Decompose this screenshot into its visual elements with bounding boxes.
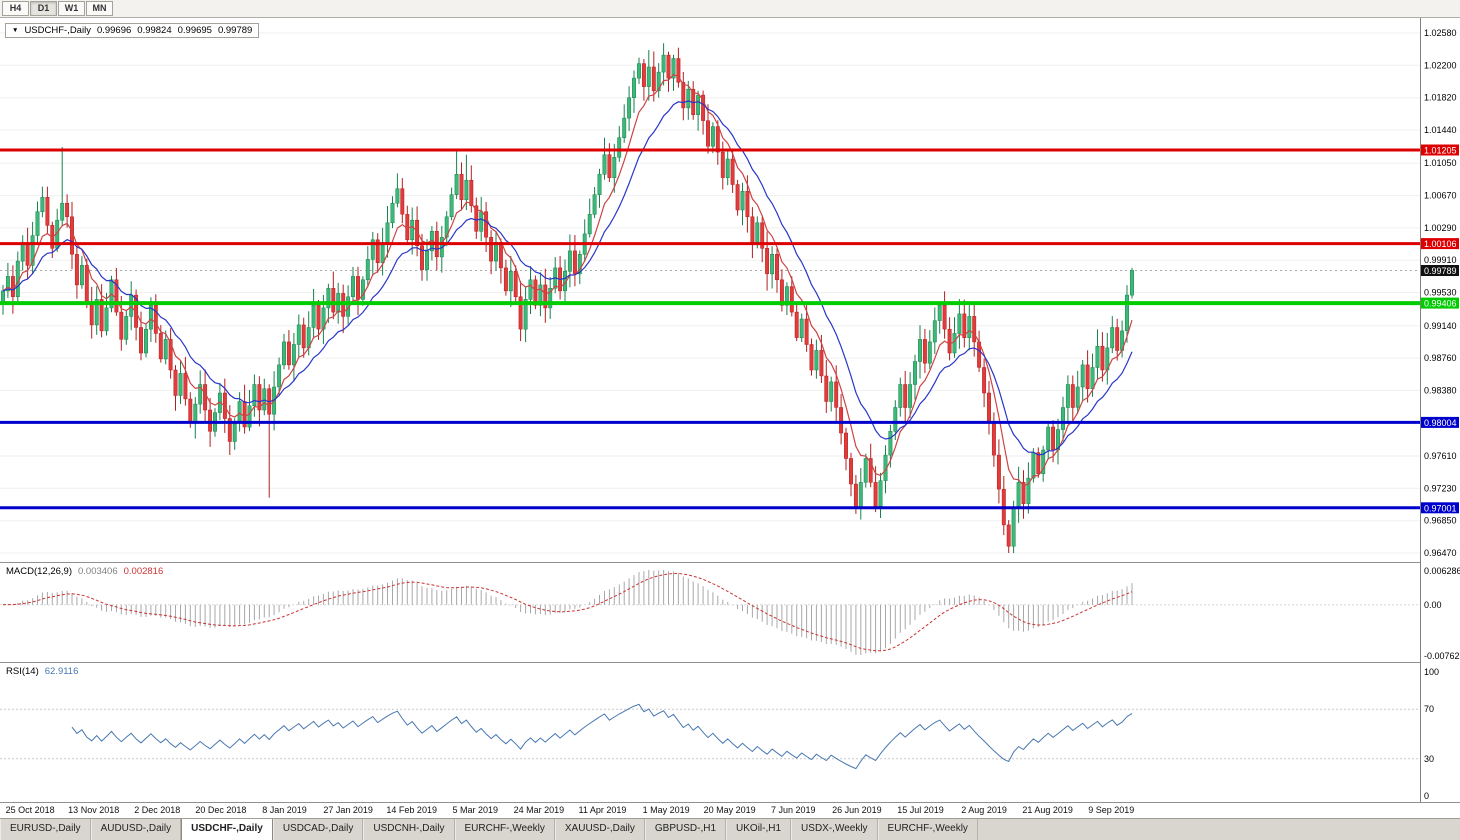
tab-audusd-daily[interactable]: AUDUSD-,Daily xyxy=(90,819,182,840)
tab-eurchf-weekly[interactable]: EURCHF-,Weekly xyxy=(877,819,978,840)
svg-text:0.98760: 0.98760 xyxy=(1424,353,1457,363)
macd-main-value: 0.003406 xyxy=(78,566,118,577)
svg-text:0.99789: 0.99789 xyxy=(1424,266,1457,276)
svg-text:0.98380: 0.98380 xyxy=(1424,385,1457,395)
tab-xauusd-daily[interactable]: XAUUSD-,Daily xyxy=(554,819,645,840)
svg-text:0: 0 xyxy=(1424,791,1429,801)
svg-text:1.02580: 1.02580 xyxy=(1424,28,1457,38)
date-label: 8 Jan 2019 xyxy=(262,805,307,815)
svg-text:0.98004: 0.98004 xyxy=(1424,418,1457,428)
tab-usdchf-daily[interactable]: USDCHF-,Daily xyxy=(181,819,273,840)
ohlc-high-value: 0.99824 xyxy=(137,25,172,36)
tab-ukoil-h1[interactable]: UKOil-,H1 xyxy=(726,819,792,840)
macd-name: MACD(12,26,9) xyxy=(6,566,72,577)
svg-text:30: 30 xyxy=(1424,754,1434,764)
svg-text:0.97230: 0.97230 xyxy=(1424,483,1457,493)
date-label: 5 Mar 2019 xyxy=(452,805,499,815)
date-label: 2 Aug 2019 xyxy=(961,805,1007,815)
timeframe-toolbar: H4 D1 W1 MN xyxy=(0,0,1460,18)
tab-eurusd-daily[interactable]: EURUSD-,Daily xyxy=(0,819,91,840)
chart-ohlc-info: ▼ USDCHF-,Daily 0.99696 0.99824 0.99695 … xyxy=(5,23,260,38)
date-label: 14 Feb 2019 xyxy=(386,805,437,815)
timeframe-w1-button[interactable]: W1 xyxy=(58,1,85,16)
rsi-value: 62.9116 xyxy=(44,666,79,677)
tab-eurchf-weekly[interactable]: EURCHF-,Weekly xyxy=(454,819,555,840)
svg-text:100: 100 xyxy=(1424,667,1439,677)
date-label: 13 Nov 2018 xyxy=(68,805,120,815)
ohlc-open-value: 0.99696 xyxy=(96,25,132,36)
ohlc-close-value: 0.99789 xyxy=(217,25,253,36)
date-label: 1 May 2019 xyxy=(642,805,690,815)
timeframe-h4-button[interactable]: H4 xyxy=(2,1,29,16)
svg-text:0.99406: 0.99406 xyxy=(1424,299,1457,309)
svg-text:70: 70 xyxy=(1424,704,1434,714)
date-label: 11 Apr 2019 xyxy=(578,805,627,815)
svg-text:0.96470: 0.96470 xyxy=(1424,548,1457,558)
svg-text:0.97001: 0.97001 xyxy=(1424,503,1457,513)
tab-usdcnh-daily[interactable]: USDCNH-,Daily xyxy=(363,819,455,840)
date-label: 24 Mar 2019 xyxy=(513,805,565,815)
svg-text:1.02200: 1.02200 xyxy=(1424,60,1457,70)
svg-text:1.01205: 1.01205 xyxy=(1424,146,1457,156)
macd-indicator-label: MACD(12,26,9) 0.003406 0.002816 xyxy=(6,566,164,577)
date-label: 2 Dec 2018 xyxy=(134,805,181,815)
svg-text:1.00106: 1.00106 xyxy=(1424,239,1457,249)
date-label: 7 Jun 2019 xyxy=(770,805,816,815)
svg-text:0.96850: 0.96850 xyxy=(1424,516,1457,526)
svg-text:1.01440: 1.01440 xyxy=(1424,125,1457,135)
timeframe-d1-button[interactable]: D1 xyxy=(30,1,57,16)
svg-text:0.99530: 0.99530 xyxy=(1424,288,1457,298)
ohlc-low-value: 0.99695 xyxy=(177,25,212,36)
date-label: 9 Sep 2019 xyxy=(1088,805,1135,815)
date-label: 21 Aug 2019 xyxy=(1022,805,1073,815)
time-axis: 25 Oct 2018 13 Nov 2018 2 Dec 2018 20 Dec 2… xyxy=(0,802,1460,818)
price-chart-canvas[interactable]: 1.02580 1.02200 1.01820 1.01440 1.01050 1.006… xyxy=(0,18,1460,562)
macd-signal-value: 0.002816 xyxy=(123,566,164,577)
tab-usdx-weekly[interactable]: USDX-,Weekly xyxy=(791,819,878,840)
svg-text:0.97610: 0.97610 xyxy=(1424,451,1457,461)
svg-text:0.00: 0.00 xyxy=(1424,600,1442,610)
chart-symbol-label: USDCHF-,Daily xyxy=(24,25,91,36)
symbol-dropdown-icon[interactable]: ▼ xyxy=(12,27,19,34)
date-label: 25 Oct 2018 xyxy=(5,805,55,815)
svg-text:0.99910: 0.99910 xyxy=(1424,255,1457,265)
tab-gbpusd-h1[interactable]: GBPUSD-,H1 xyxy=(644,819,727,840)
date-label: 27 Jan 2019 xyxy=(323,805,373,815)
svg-text:1.00290: 1.00290 xyxy=(1424,223,1457,233)
svg-text:0.006286: 0.006286 xyxy=(1424,566,1460,576)
date-label: 15 Jul 2019 xyxy=(897,805,944,815)
rsi-panel-canvas[interactable]: 100 70 30 0 xyxy=(0,662,1460,802)
date-label: 20 May 2019 xyxy=(703,805,756,815)
date-label: 20 Dec 2018 xyxy=(195,805,247,815)
svg-text:0.99140: 0.99140 xyxy=(1424,321,1457,331)
timeframe-mn-button[interactable]: MN xyxy=(86,1,113,16)
rsi-name: RSI(14) xyxy=(6,666,39,677)
svg-text:1.01050: 1.01050 xyxy=(1424,158,1457,168)
date-label: 26 Jun 2019 xyxy=(832,805,882,815)
chart-tabs-bar: EURUSD-,Daily AUDUSD-,Daily USDCHF-,Daily U… xyxy=(0,818,1460,840)
svg-text:1.00670: 1.00670 xyxy=(1424,191,1457,201)
macd-panel-canvas[interactable]: 0.006286 0.00 -0.00762 xyxy=(0,562,1460,662)
svg-text:-0.00762: -0.00762 xyxy=(1424,651,1460,661)
svg-text:1.01820: 1.01820 xyxy=(1424,93,1457,103)
rsi-indicator-label: RSI(14) 62.9116 xyxy=(6,666,79,677)
tab-usdcad-daily[interactable]: USDCAD-,Daily xyxy=(272,819,364,840)
